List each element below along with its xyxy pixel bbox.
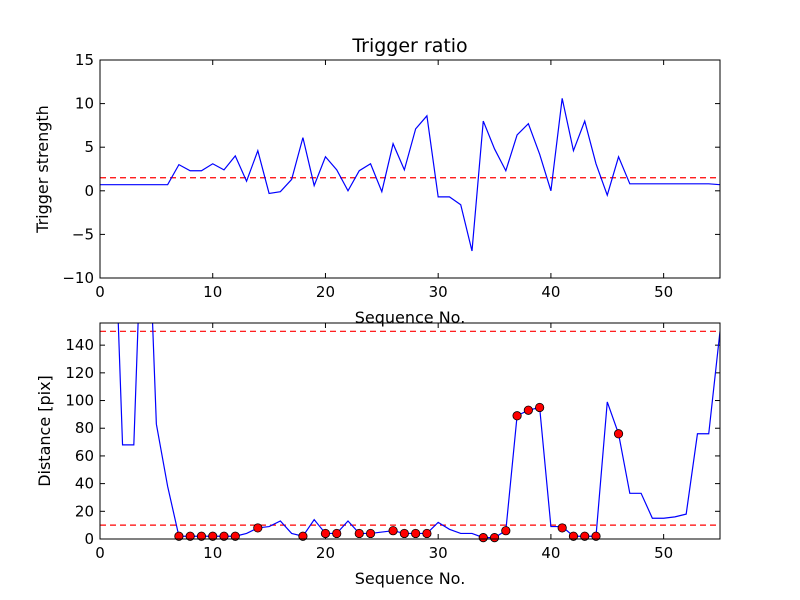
top-x-tick-labels: 0 10 20 30 40 50 [95, 283, 673, 301]
y-tick-label: 0 [84, 182, 94, 200]
data-point-marker [613, 429, 624, 439]
y-tick-label: 120 [65, 364, 94, 382]
data-point-marker [230, 531, 240, 541]
x-tick-label: 0 [95, 544, 105, 562]
x-tick-label: 50 [654, 283, 673, 301]
data-point-marker [523, 405, 533, 415]
bottom-threshold-lines [100, 330, 720, 526]
data-point-marker [411, 528, 421, 539]
y-tick-label: 20 [75, 502, 94, 520]
y-tick-label: 140 [65, 336, 94, 354]
y-tick-label: 5 [84, 138, 94, 156]
y-tick-label: −5 [72, 225, 94, 243]
x-tick-label: 40 [541, 283, 560, 301]
y-tick-label: 10 [75, 95, 94, 113]
data-point-marker [557, 523, 567, 533]
data-point-marker [253, 523, 263, 533]
data-point-marker [422, 528, 432, 539]
data-point-marker [332, 528, 342, 539]
x-tick-label: 30 [429, 283, 448, 301]
bottom-y-axis-label: Distance [pix] [35, 375, 54, 487]
data-point-marker [399, 528, 409, 539]
x-tick-label: 20 [316, 544, 335, 562]
data-point-marker [185, 531, 195, 541]
data-point-marker [478, 533, 488, 543]
bottom-plot-frame [99, 322, 721, 540]
data-point-marker [320, 528, 331, 539]
data-point-marker [489, 533, 500, 543]
bottom-y-tick-labels: 0 20 40 60 80 100 120 140 [65, 336, 94, 548]
data-point-marker [365, 528, 376, 539]
data-point-marker [208, 531, 218, 541]
x-tick-label: 40 [541, 544, 560, 562]
top-series-group [100, 98, 720, 252]
data-point-marker [580, 531, 590, 541]
top-y-tick-labels: −10 −5 0 5 10 15 [62, 51, 94, 287]
data-point-marker [501, 526, 511, 536]
data-point-marker [591, 531, 601, 541]
x-tick-label: 50 [654, 544, 673, 562]
y-tick-label: 15 [75, 51, 94, 69]
bottom-x-axis-label: Sequence No. [355, 569, 466, 588]
bottom-markers-group [174, 402, 624, 543]
y-tick-label: 40 [75, 475, 94, 493]
data-point-marker [174, 531, 184, 541]
x-tick-label: 10 [203, 283, 222, 301]
data-point-marker [196, 531, 207, 541]
data-point-marker [535, 402, 545, 413]
x-tick-label: 0 [95, 283, 105, 301]
y-tick-label: −10 [62, 269, 94, 287]
data-point-marker [512, 411, 522, 421]
bottom-x-tick-labels: 0 10 20 30 40 50 [95, 544, 673, 562]
top-y-axis-label: Trigger strength [33, 105, 52, 234]
y-tick-label: 0 [84, 530, 94, 548]
top-chart-title: Trigger ratio [351, 35, 467, 57]
x-tick-label: 30 [429, 544, 448, 562]
chart-distance: 0 10 20 30 40 50 0 20 40 60 80 100 120 140 Sequence … [35, 322, 721, 588]
top-plot-frame [99, 59, 721, 279]
series-line [100, 98, 720, 252]
x-tick-label: 20 [316, 283, 335, 301]
data-point-marker [298, 531, 308, 541]
data-point-marker [568, 531, 579, 541]
y-tick-label: 100 [65, 392, 94, 410]
y-tick-label: 60 [75, 447, 94, 465]
y-tick-label: 80 [75, 419, 94, 437]
data-point-marker [354, 528, 364, 539]
x-tick-label: 10 [203, 544, 222, 562]
data-point-marker [388, 526, 398, 536]
top-x-axis-label: Sequence No. [355, 308, 466, 327]
data-point-marker [219, 531, 229, 541]
